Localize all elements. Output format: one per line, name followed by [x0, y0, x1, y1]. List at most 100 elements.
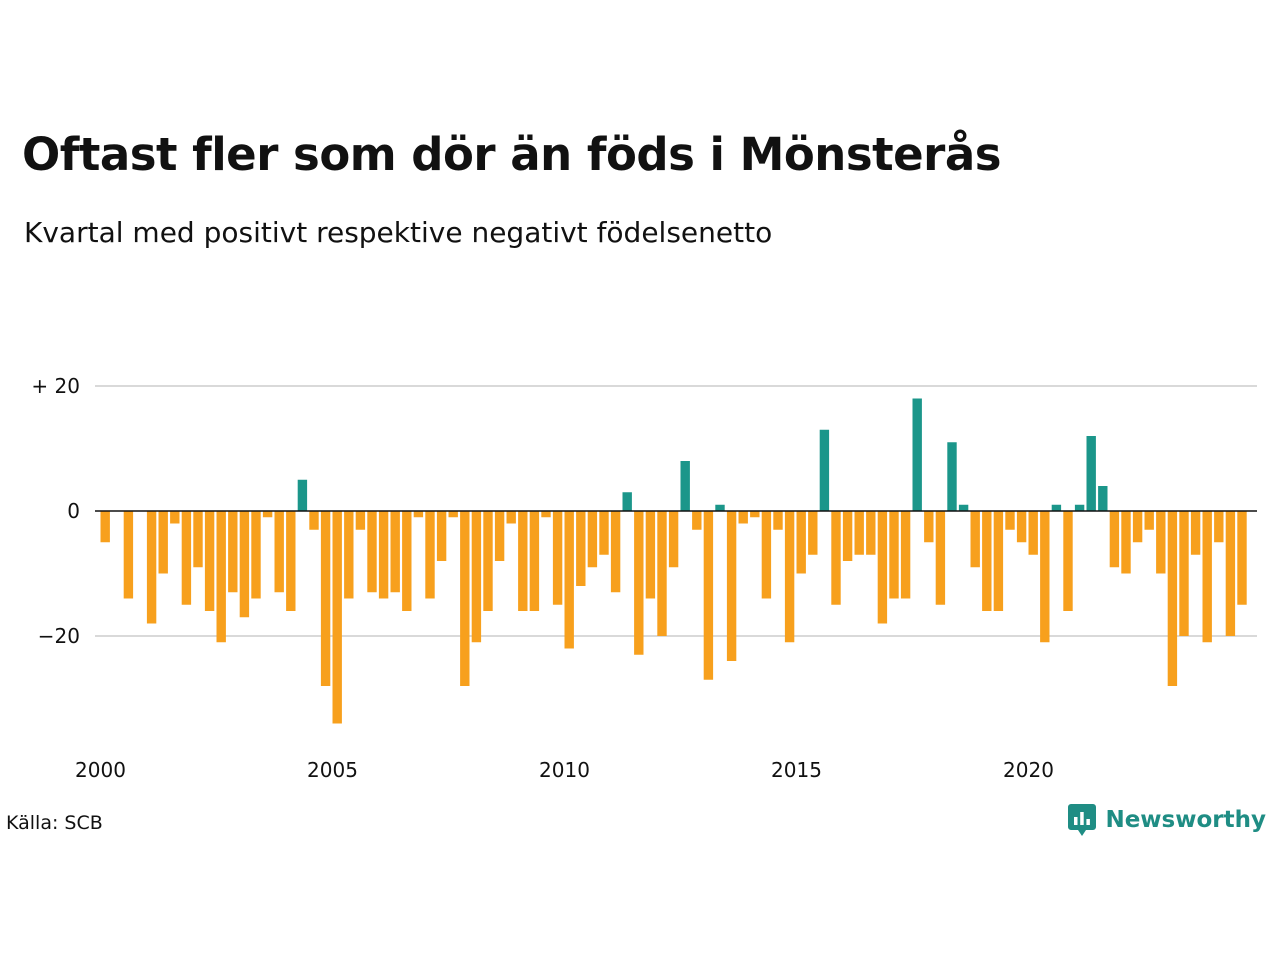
bar-negative [483, 511, 493, 611]
bar-negative [1063, 511, 1073, 611]
bar-negative [808, 511, 818, 555]
bar-negative [309, 511, 319, 530]
x-tick-label: 2010 [539, 758, 590, 782]
bar-negative [1121, 511, 1131, 574]
bar-negative [796, 511, 806, 574]
bar-negative [413, 511, 424, 518]
bar-negative [668, 511, 679, 568]
bar-negative [541, 511, 551, 518]
bar-negative [448, 511, 458, 518]
bar-negative [1225, 511, 1236, 636]
bar-negative [726, 511, 737, 661]
bar-negative [216, 511, 226, 643]
x-tick-label: 2000 [75, 758, 126, 782]
bar-negative [634, 511, 644, 655]
bar-negative [332, 511, 342, 724]
bar-negative [750, 511, 760, 518]
bar-negative [1016, 511, 1027, 543]
bar-negative [204, 511, 215, 611]
bar-negative [146, 511, 157, 624]
bar-negative [367, 511, 377, 593]
bar-negative [355, 511, 366, 530]
chart-title: Oftast fler som dör än föds i Mönsterås [22, 128, 1002, 181]
bar-negative [181, 511, 192, 605]
bar-negative [1040, 511, 1050, 643]
x-tick-label: 2005 [307, 758, 358, 782]
bar-negative [1179, 511, 1189, 636]
bar-negative [1156, 511, 1166, 574]
bar-negative [1214, 511, 1224, 543]
bar-positive [622, 492, 632, 511]
bar-negative [982, 511, 992, 611]
bar-positive [715, 504, 725, 511]
bar-positive [1086, 436, 1096, 511]
bar-negative [506, 511, 516, 524]
bar-negative [1132, 511, 1143, 543]
x-axis-ticks: 2000 2005 2010 2015 2020 [75, 758, 1054, 782]
bar-negative [993, 511, 1004, 611]
x-tick-label: 2020 [1003, 758, 1054, 782]
bar-negative [1144, 511, 1154, 530]
x-tick-label: 2015 [771, 758, 822, 782]
bar-negative [657, 511, 667, 636]
bar-negative [1237, 511, 1247, 605]
y-tick-label: 0 [67, 499, 80, 523]
bar-negative [935, 511, 946, 605]
bar-chart: + 20 0 −20 2000 2005 2010 2015 2020 [31, 374, 1257, 782]
bar-negative [158, 511, 168, 574]
bar-positive [958, 504, 969, 511]
bar-negative [599, 511, 609, 555]
bar-negative [320, 511, 331, 686]
bar-positive [947, 442, 957, 511]
brand-name: Newsworthy [1105, 807, 1266, 833]
bar-negative [924, 511, 934, 543]
bar-negative [576, 511, 586, 586]
bar-negative [100, 511, 110, 543]
newsworthy-logo-icon [1068, 804, 1097, 836]
bar-negative [1167, 511, 1178, 686]
bar-negative [1202, 511, 1212, 643]
bar-negative [529, 511, 540, 611]
brand-logo: Newsworthy [1067, 802, 1266, 838]
bar-negative [587, 511, 598, 568]
bar-negative [1028, 511, 1038, 555]
bar-negative [344, 511, 354, 599]
bar-negative [228, 511, 238, 593]
y-tick-label: −20 [38, 624, 80, 648]
bar-negative [645, 511, 656, 599]
bar-negative [460, 511, 470, 686]
bar-negative [286, 511, 296, 611]
bar-negative [854, 511, 864, 555]
bar-negative [1109, 511, 1120, 568]
bar-negative [425, 511, 435, 599]
bar-negative [773, 511, 783, 530]
bar-negative [518, 511, 528, 611]
bar-negative [494, 511, 505, 561]
bar-negative [866, 511, 876, 555]
bar-positive [1051, 504, 1062, 511]
bar-negative [877, 511, 888, 624]
chart-subtitle: Kvartal med positivt respektive negativt… [24, 216, 773, 249]
bar-negative [262, 511, 273, 518]
bar-negative [610, 511, 621, 593]
bar-negative [402, 511, 412, 611]
bar-negative [552, 511, 563, 605]
bar-positive [1074, 504, 1085, 511]
bar-negative [1005, 511, 1015, 530]
bar-negative [1190, 511, 1201, 555]
bars [100, 398, 1247, 724]
bar-negative [378, 511, 389, 599]
bar-negative [784, 511, 795, 643]
bar-negative [239, 511, 250, 618]
bar-negative [738, 511, 748, 524]
source-label: Källa: SCB [6, 812, 103, 834]
bar-negative [170, 511, 180, 524]
bar-negative [123, 511, 134, 599]
bar-negative [900, 511, 911, 599]
bar-positive [680, 461, 690, 511]
bar-negative [692, 511, 702, 530]
bar-negative [703, 511, 714, 680]
y-tick-label: + 20 [31, 374, 80, 398]
y-axis-ticks: + 20 0 −20 [31, 374, 80, 648]
bar-negative [970, 511, 980, 568]
